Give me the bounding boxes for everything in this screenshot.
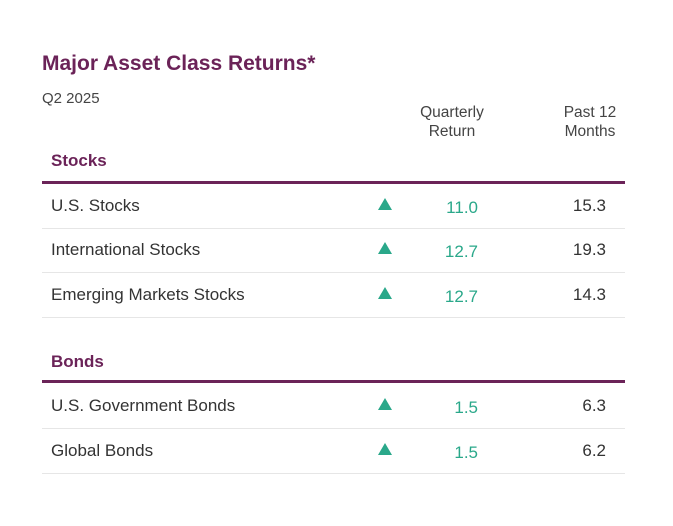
- up-arrow-icon: [378, 287, 392, 299]
- quarterly-return-value: 12.7: [444, 287, 478, 306]
- column-header-line: Months: [564, 123, 616, 140]
- table-subtitle: Q2 2025: [42, 90, 100, 107]
- past-12-months-value: 19.3: [572, 240, 606, 259]
- row-label: U.S. Government Bonds: [51, 396, 236, 415]
- section-label-bonds: Bonds: [51, 352, 104, 371]
- section-rule: [42, 380, 625, 383]
- column-header-line: Quarterly: [420, 104, 484, 121]
- up-arrow-icon: [378, 242, 392, 254]
- quarterly-return-value: 1.5: [454, 398, 478, 417]
- table-row: Global Bonds 1.5 6.2: [42, 429, 625, 474]
- past-12-months-value: 15.3: [572, 196, 606, 215]
- column-header-line: Return: [428, 123, 476, 140]
- row-label: Emerging Markets Stocks: [51, 285, 245, 304]
- column-header-line: Past 12: [563, 104, 617, 121]
- row-label: Global Bonds: [51, 441, 154, 460]
- table-row: Emerging Markets Stocks 12.7 14.3: [42, 273, 625, 318]
- up-arrow-icon: [378, 198, 392, 210]
- table-row: U.S. Government Bonds 1.5 6.3: [42, 384, 625, 429]
- quarterly-return-value: 12.7: [444, 242, 478, 261]
- quarterly-return-value: 11.0: [446, 198, 478, 217]
- past-12-months-value: 6.2: [582, 441, 606, 460]
- row-label: U.S. Stocks: [51, 196, 140, 215]
- table-row: U.S. Stocks 11.0 15.3: [42, 184, 625, 229]
- table-title: Major Asset Class Returns*: [42, 52, 316, 75]
- past-12-months-value: 6.3: [582, 396, 606, 415]
- up-arrow-icon: [378, 443, 392, 455]
- table-row: International Stocks 12.7 19.3: [42, 228, 625, 273]
- section-rule: [42, 181, 625, 184]
- row-label: International Stocks: [51, 240, 201, 259]
- column-header-quarterly-return: Quarterly Return: [404, 103, 500, 141]
- quarterly-return-value: 1.5: [454, 443, 478, 462]
- up-arrow-icon: [378, 398, 392, 410]
- section-label-stocks: Stocks: [51, 151, 107, 170]
- column-header-past-12-months: Past 12 Months: [548, 103, 632, 141]
- past-12-months-value: 14.3: [572, 285, 606, 304]
